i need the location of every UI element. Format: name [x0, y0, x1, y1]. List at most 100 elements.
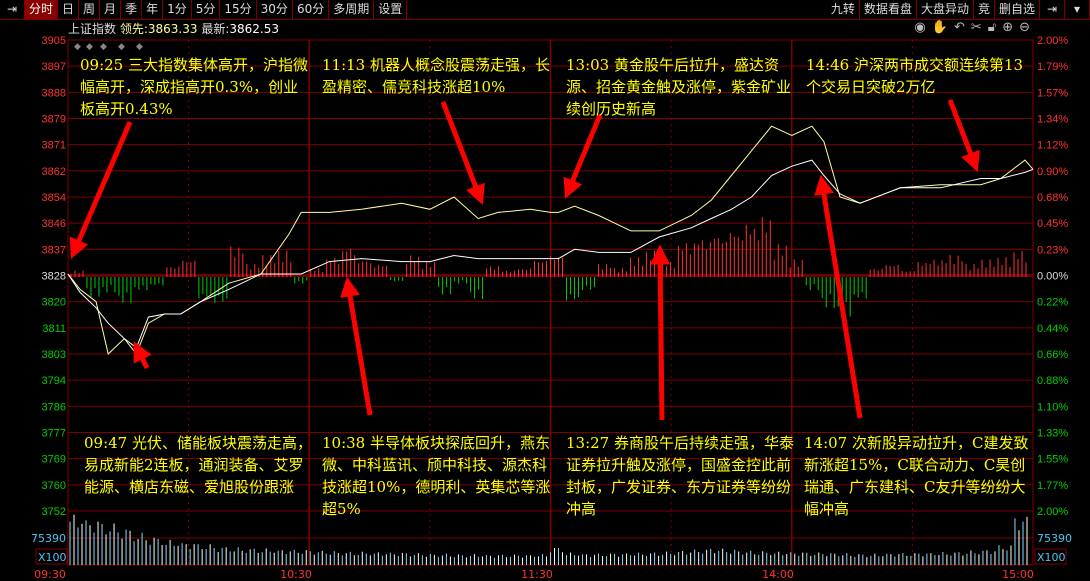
- tab-60分[interactable]: 60分: [293, 0, 330, 19]
- hand-icon[interactable]: ✋: [931, 20, 948, 35]
- pct-tick-label: 2.00%: [1037, 35, 1068, 47]
- zoom-in-icon[interactable]: ⊕: [1002, 20, 1014, 35]
- pct-tick-label: 2.00%: [1037, 506, 1068, 518]
- y-tick-label: 3871: [42, 140, 66, 152]
- tab-分时[interactable]: 分时: [25, 0, 59, 19]
- event-diamond-icon: ◆: [74, 42, 81, 52]
- tab-15分[interactable]: 15分: [220, 0, 257, 19]
- series-line-last: [67, 159, 1034, 349]
- y-tick-label: 3803: [42, 349, 66, 361]
- tab-数据看盘[interactable]: 数据看盘: [860, 0, 917, 19]
- volume-unit-left: X100: [38, 551, 67, 564]
- period-toolbar: ⇥ 分时日周月季年 1分 5分 15分 30分 60分 多周期 设置 九转 数据看盘 大盘异动竞删…: [0, 0, 1090, 20]
- x-tick-label: 14:00: [762, 568, 794, 581]
- annotation-1327: 13:27 券商股午后持续走强，华泰证券拉升触及涨停，国盛金控此前封板，广发证券…: [566, 434, 794, 518]
- pct-tick-label: 0.44%: [1037, 323, 1068, 335]
- y-tick-label: 3879: [42, 114, 66, 126]
- eye-icon[interactable]: ◉: [914, 20, 926, 35]
- pct-tick-label: 0.23%: [1037, 244, 1068, 256]
- pct-tick-label: 1.57%: [1037, 87, 1068, 99]
- y-tick-label: 3888: [42, 87, 66, 99]
- annotation-0925: 09:25 三大指数集体高开，沪指微幅高开，深成指高开0.3%，创业板高开0.4…: [80, 56, 308, 118]
- y-tick-label: 3769: [42, 454, 66, 466]
- tab-1分[interactable]: 1分: [163, 0, 192, 19]
- tab-竞[interactable]: 竞: [974, 0, 995, 19]
- lead-label: 领先:: [119, 22, 148, 36]
- pct-tick-label: 0.45%: [1037, 218, 1068, 230]
- pct-tick-label: 1.79%: [1037, 61, 1068, 73]
- pct-tick-label: 0.88%: [1037, 375, 1068, 387]
- pct-tick-label: 0.90%: [1037, 166, 1068, 178]
- y-tick-label: 3811: [42, 323, 66, 335]
- tab-30分[interactable]: 30分: [257, 0, 293, 19]
- lock-icon[interactable]: 🔓︎: [987, 20, 997, 35]
- y-tick-label: 3897: [42, 61, 66, 73]
- last-value: 3862.53: [229, 22, 280, 36]
- exit-icon[interactable]: ⇥: [1040, 0, 1065, 19]
- annotation-1446: 14:46 沪深两市成交额连续第13个交易日突破2万亿: [806, 56, 1024, 96]
- y-tick-label: 3786: [42, 401, 66, 413]
- pct-tick-label: 1.55%: [1037, 454, 1068, 466]
- y-tick-label: 3820: [42, 297, 66, 309]
- y-tick-label: 3752: [42, 506, 66, 518]
- annotation-1113: 11:13 机器人概念股震荡走强，长盈精密、儒竞科技涨超10%: [322, 56, 550, 96]
- pct-tick-label: 1.33%: [1037, 428, 1068, 440]
- y-tick-label: 3794: [42, 375, 66, 387]
- y-tick-label: 3905: [42, 35, 66, 47]
- pct-tick-label: 0.00%: [1037, 271, 1068, 283]
- zoom-out-icon[interactable]: ⊖: [1019, 20, 1030, 35]
- undo-icon[interactable]: ↶: [953, 20, 965, 35]
- y-tick-label: 3837: [42, 244, 66, 256]
- volume-unit-right: X100: [1037, 551, 1066, 564]
- tab-季[interactable]: 季: [121, 0, 143, 19]
- quote-info: 上证指数 领先:3863.33 最新:3862.53: [68, 20, 279, 38]
- event-diamond-icon: ◆: [118, 42, 125, 52]
- exit-icon[interactable]: ⇥: [0, 0, 25, 19]
- y-tick-label: 3862: [42, 166, 66, 178]
- pct-tick-label: 1.77%: [1037, 480, 1068, 492]
- annotation-1038: 10:38 半导体板块探底回升，燕东微、中科蓝讯、颀中科技、源杰科技涨超10%，…: [322, 434, 551, 518]
- annotation-arrow: [814, 174, 863, 419]
- tab-年[interactable]: 年: [142, 0, 164, 19]
- annotation-1303: 13:03 黄金股午后拉升，盛达资源、招金黄金触及涨停，紫金矿业续创历史新高: [566, 56, 792, 118]
- scissors-icon[interactable]: ✂: [970, 20, 982, 35]
- tab-月[interactable]: 月: [100, 0, 122, 19]
- y-tick-label: 3846: [42, 218, 66, 230]
- tab-日[interactable]: 日: [58, 0, 80, 19]
- pct-tick-label: 0.68%: [1037, 192, 1068, 204]
- x-tick-label: 15:00: [1002, 568, 1034, 581]
- tab-多周期[interactable]: 多周期: [329, 0, 375, 19]
- volume-unit-box-left: [35, 548, 68, 565]
- chart-tools: ◉ ✋ ↶ ✂ 🔓︎ ⊕ ⊖: [914, 20, 1030, 35]
- x-tick-label: 09:30: [34, 568, 66, 581]
- volume-unit-box-right: [1034, 548, 1067, 565]
- annotation-arrow: [650, 244, 671, 421]
- lead-value: 3863.33: [147, 22, 198, 36]
- tab-设置[interactable]: 设置: [374, 0, 408, 19]
- pct-tick-label: 0.22%: [1037, 297, 1068, 309]
- event-diamond-icon: ◆: [86, 42, 93, 52]
- annotation-arrow: [133, 341, 152, 370]
- y-tick-label: 3760: [42, 480, 66, 492]
- annotation-arrow: [440, 101, 485, 205]
- pct-tick-label: 1.10%: [1037, 401, 1068, 413]
- annotation-1407: 14:07 次新股异动拉升，C建发致新涨超15%，C联合动力、C昊创瑞通、广东建…: [804, 434, 1029, 518]
- event-diamond-icon: ◆: [100, 42, 107, 52]
- tab-删自选[interactable]: 删自选: [995, 0, 1040, 19]
- tab-九转[interactable]: 九转: [827, 0, 860, 19]
- volume-tick-right: 75390: [1037, 532, 1072, 545]
- tab-周[interactable]: 周: [79, 0, 101, 19]
- tab-大盘异动[interactable]: 大盘异动: [917, 0, 974, 19]
- tab-5分[interactable]: 5分: [192, 0, 221, 19]
- annotation-arrow: [947, 99, 980, 173]
- pct-tick-label: 0.66%: [1037, 349, 1068, 361]
- annotation-arrow: [563, 114, 603, 199]
- annotation-arrow: [340, 276, 373, 416]
- pct-tick-label: 1.34%: [1037, 114, 1068, 126]
- annotation-arrow: [69, 121, 133, 259]
- annotation-0947: 09:47 光伏、储能板块震荡走高，易成新能2连板，通润装备、艾罗能源、横店东磁…: [84, 434, 312, 496]
- last-label: 最新:: [201, 22, 230, 36]
- x-tick-label: 10:30: [280, 568, 312, 581]
- y-tick-label: 3854: [42, 192, 66, 204]
